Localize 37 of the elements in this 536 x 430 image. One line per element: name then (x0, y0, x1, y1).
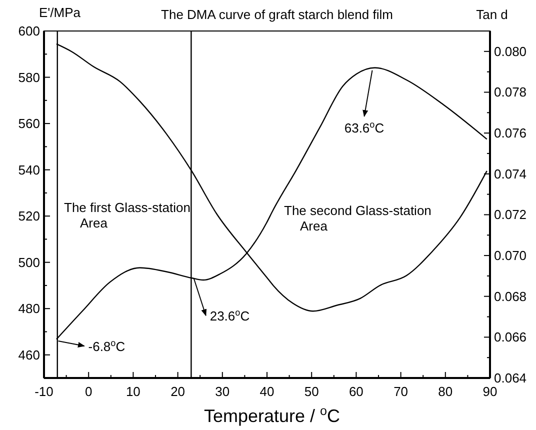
x-tick-label: 20 (170, 384, 186, 399)
y2-tick-label: 0.080 (494, 44, 527, 59)
y2-tick-label: 0.066 (494, 330, 527, 345)
x-tick-label: 50 (304, 384, 319, 399)
annotation: 23.6$^{o}$C (210, 308, 250, 324)
y-tick-label: 540 (18, 162, 40, 178)
annotation: -6.8$^{o}$C (88, 338, 126, 354)
annotation: 63.6$^{o}$C (344, 119, 384, 136)
y-tick-label: 600 (18, 24, 40, 38)
x-tick-label: 0 (84, 384, 92, 399)
x-tick-label: 70 (394, 384, 408, 399)
x-tick-label: 90 (482, 384, 498, 399)
y2-tick-label: 0.072 (494, 207, 527, 222)
annotation: The second Glass-station Area (284, 203, 432, 234)
y-tick-label: 480 (18, 301, 40, 316)
annotation: The first Glass-station Area (64, 200, 190, 231)
y-tick-label: 460 (18, 347, 40, 362)
y-axis-title: E'/MPa (39, 5, 82, 20)
x-axis-title: Temperature / $^{o}$C (204, 404, 340, 426)
y2-tick-label: 0.078 (494, 84, 527, 100)
y2-tick-label: 0.074 (494, 166, 527, 182)
y2-axis-title: Tan d (476, 7, 508, 22)
y2-tick-label: 0.068 (494, 288, 527, 304)
y-tick-label: 560 (18, 116, 40, 132)
y2-tick-label: 0.064 (494, 370, 527, 386)
y2-tick-label: 0.070 (494, 248, 527, 264)
x-tick-label: 10 (126, 384, 140, 399)
y-tick-label: 500 (18, 254, 40, 270)
y2-tick-label: 0.076 (494, 126, 527, 141)
x-tick-label: 80 (438, 384, 453, 399)
x-tick-label: -10 (34, 384, 54, 399)
x-tick-label: 40 (260, 384, 274, 399)
y-tick-label: 520 (18, 208, 40, 224)
x-tick-label: 60 (348, 384, 364, 399)
chart-title: The DMA curve of graft starch blend film (161, 7, 393, 22)
x-tick-label: 30 (215, 384, 230, 399)
y-tick-label: 580 (18, 70, 40, 85)
